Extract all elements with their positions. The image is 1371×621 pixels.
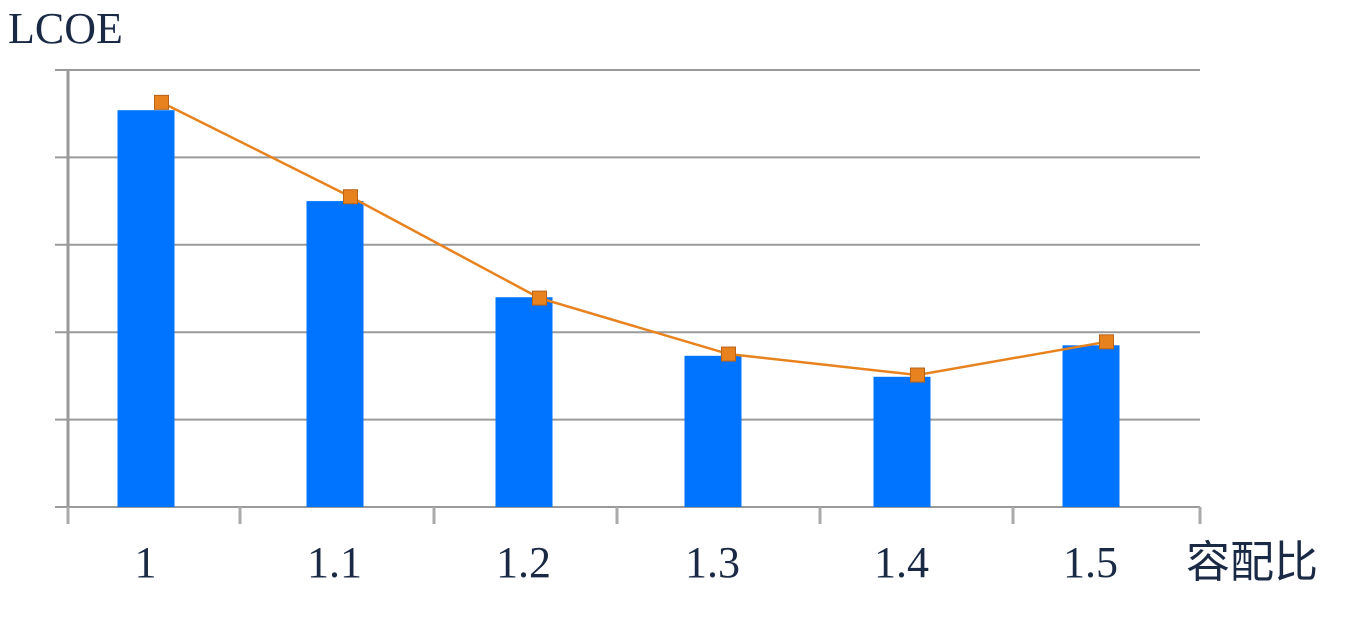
y-axis-label: LCOE (8, 4, 123, 53)
x-tick-label: 1.2 (496, 538, 551, 587)
x-tick-label: 1.1 (307, 538, 362, 587)
bar (306, 201, 364, 507)
marker (721, 346, 736, 362)
marker (154, 94, 169, 110)
marker (532, 290, 547, 306)
marker (910, 367, 925, 383)
bar (1062, 345, 1120, 507)
x-axis-label: 容配比 (1186, 538, 1318, 587)
x-tick-label: 1.4 (874, 538, 929, 587)
line (160, 101, 1107, 377)
bar (684, 355, 742, 507)
x-tick-label: 1 (135, 538, 157, 587)
marker (1099, 334, 1114, 350)
x-tick-label: 1.3 (685, 538, 740, 587)
x-tick-label: 1.5 (1063, 538, 1118, 587)
marker (343, 189, 358, 205)
bar (873, 376, 931, 507)
bar (495, 297, 553, 507)
bar (117, 110, 175, 507)
